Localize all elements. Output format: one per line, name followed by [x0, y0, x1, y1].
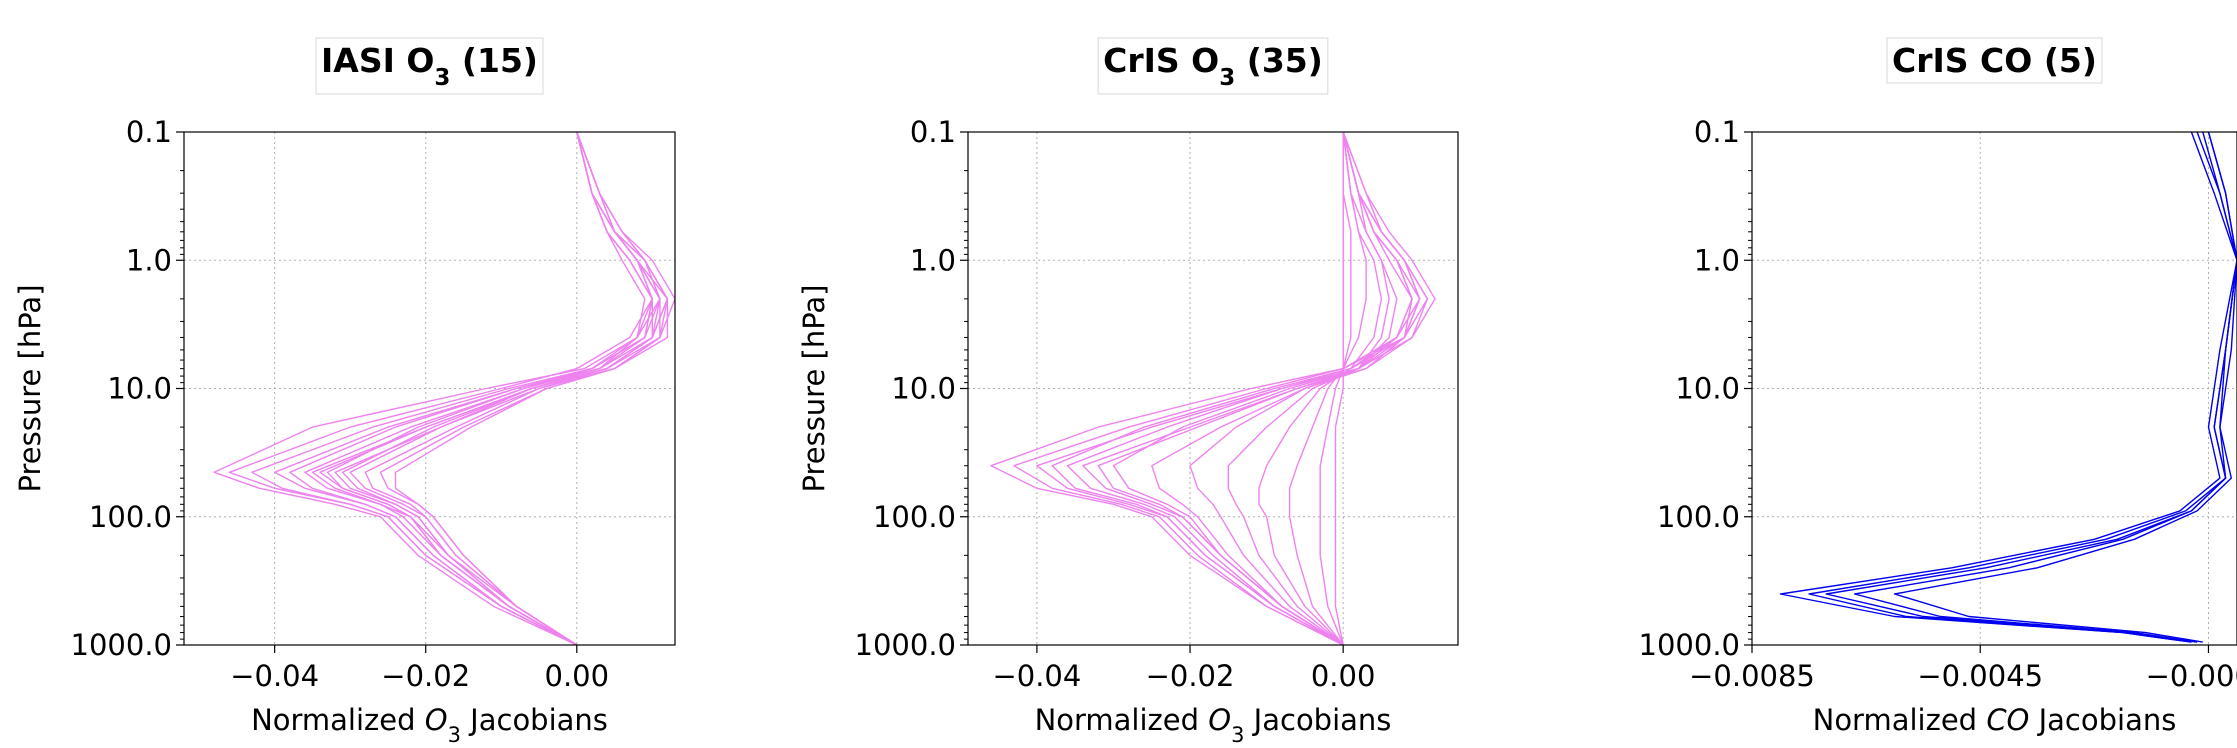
- x-tick-label: −0.02: [1146, 659, 1235, 693]
- y-tick-label: 100.0: [873, 500, 956, 534]
- x-axis-label: Normalized O3 Jacobians: [1035, 703, 1392, 747]
- y-tick-label: 1000.0: [855, 628, 956, 662]
- y-axis-label: Pressure [hPa]: [797, 284, 831, 492]
- x-axis-label: Normalized CO Jacobians: [1813, 703, 2177, 737]
- y-tick-label: 1000.0: [1639, 628, 1740, 662]
- series-line-8: [1112, 132, 1421, 645]
- x-tick-label: 0.00: [545, 659, 610, 693]
- y-tick-label: 10.0: [1675, 372, 1740, 406]
- series-line-7: [1097, 132, 1413, 645]
- title-box: [1886, 37, 2103, 84]
- y-tick-label: 10.0: [107, 372, 172, 406]
- chart-title: CrIS O3 (35): [1103, 41, 1323, 91]
- series-group: [990, 132, 1436, 645]
- x-tick-label: −0.0045: [1917, 659, 2043, 693]
- series-line-14: [326, 132, 653, 645]
- y-tick-label: 1.0: [1694, 243, 1740, 277]
- x-tick-label: 0.00: [1311, 659, 1376, 693]
- series-line-2: [1808, 132, 2237, 643]
- chart-title: CrIS CO (5): [1892, 41, 2097, 80]
- series-line-3: [1825, 132, 2237, 643]
- series-line-4: [1854, 132, 2237, 643]
- series-line-1: [1779, 132, 2237, 643]
- series-line-13: [394, 132, 669, 645]
- y-tick-label: 1.0: [910, 243, 956, 277]
- series-line-15: [341, 132, 661, 645]
- series-group: [1779, 132, 2237, 643]
- title-box: [315, 37, 544, 95]
- series-group: [213, 132, 675, 645]
- y-tick-label: 0.1: [910, 115, 956, 149]
- series-line-14: [1334, 132, 1344, 645]
- series-line-15: [1151, 132, 1413, 645]
- series-line-12: [1288, 132, 1367, 645]
- title-box: [1097, 37, 1329, 95]
- x-tick-label: −0.0085: [1689, 659, 1815, 693]
- plot-frame: [1751, 131, 2237, 646]
- chart-panel-2: −0.04 −0.02 0.00 0.1 1.0 10.0 100.0 1000.0 CrIS …: [797, 37, 1459, 747]
- series-line-2: [213, 132, 661, 645]
- chart-title: IASI O3 (15): [321, 41, 538, 91]
- x-tick-label: −0.0005: [2146, 659, 2237, 693]
- y-tick-label: 0.1: [1694, 115, 1740, 149]
- x-tick-label: −0.04: [230, 659, 319, 693]
- y-tick-label: 100.0: [89, 500, 172, 534]
- chart-panel-3: −0.0085 −0.0045 −0.0005 0.1 1.0 10.0 100.0 1000…: [1639, 37, 2237, 737]
- y-tick-label: 100.0: [1657, 500, 1740, 534]
- y-tick-label: 1000.0: [71, 628, 172, 662]
- x-axis-label: Normalized O3 Jacobians: [251, 703, 608, 747]
- y-tick-label: 0.1: [126, 115, 172, 149]
- series-line-10: [1227, 132, 1390, 645]
- y-tick-label: 10.0: [891, 372, 956, 406]
- chart-panel-1: −0.04 −0.02 0.00 0.1 1.0 10.0 100.0 1000.0 IASI …: [13, 37, 676, 747]
- x-tick-label: −0.02: [381, 659, 470, 693]
- series-line-13: [1319, 132, 1352, 645]
- series-line-5: [1893, 132, 2237, 643]
- y-axis-label: Pressure [hPa]: [13, 284, 47, 492]
- x-tick-label: −0.04: [992, 659, 1081, 693]
- series-line-11: [311, 132, 669, 645]
- y-tick-label: 1.0: [126, 243, 172, 277]
- series-line-11: [1258, 132, 1383, 645]
